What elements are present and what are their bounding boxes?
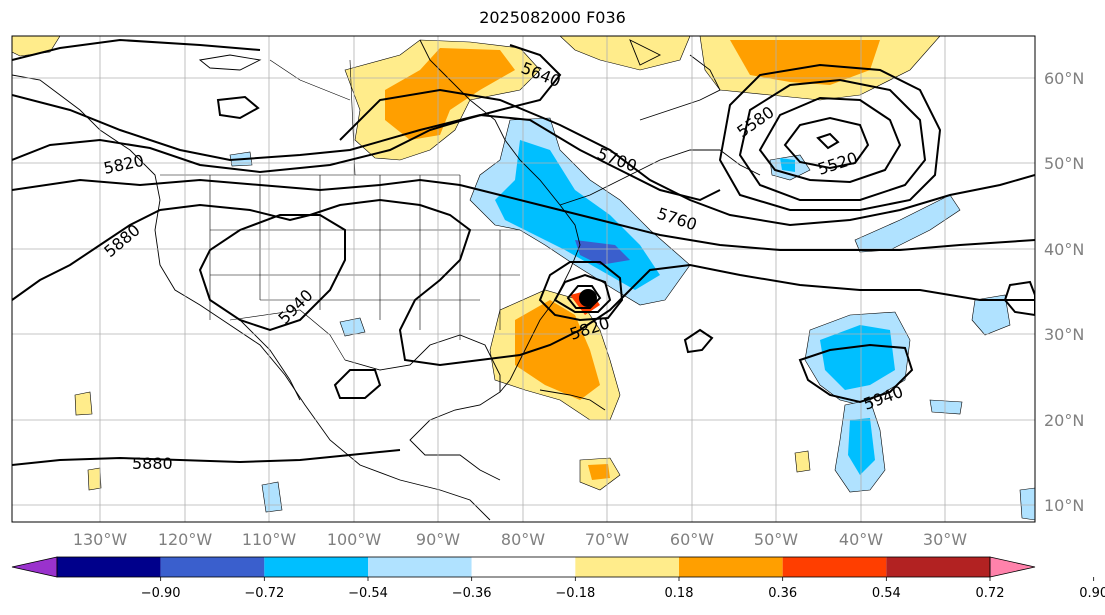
colorbar-segment — [782, 557, 887, 577]
lat-label: 40°N — [1044, 240, 1084, 259]
map-frame — [11, 35, 1036, 523]
lon-label: 90°W — [416, 530, 460, 549]
latitude-labels: 60°N 50°N 40°N 30°N 20°N 10°N — [1044, 69, 1084, 515]
lon-label: 130°W — [73, 530, 128, 549]
lon-label: 50°W — [754, 530, 798, 549]
lat-label: 10°N — [1044, 496, 1084, 515]
colorbar-segment — [471, 557, 576, 577]
coastlines — [12, 39, 761, 521]
map-title: 2025082000 F036 — [479, 8, 626, 27]
lon-label: 100°W — [327, 530, 382, 549]
colorbar-segment — [57, 557, 161, 577]
colorbar-tick-label: 0.90 — [1079, 586, 1105, 601]
lon-label: 60°W — [670, 530, 714, 549]
storm-center-marker — [579, 289, 597, 307]
lon-label: 30°W — [923, 530, 967, 549]
lon-label: 40°W — [839, 530, 883, 549]
lon-label: 110°W — [242, 530, 297, 549]
longitude-labels: 130°W 120°W 110°W 100°W 90°W 80°W 70°W 6… — [73, 530, 967, 549]
lon-label: 120°W — [158, 530, 213, 549]
colorbar-segment — [368, 557, 472, 577]
colorbar-tick-label: −0.90 — [141, 586, 181, 601]
colorbar-tick-label: −0.54 — [348, 586, 388, 601]
colorbar-extend-high — [989, 556, 1036, 578]
colorbar-tick-label: 0.36 — [768, 586, 797, 601]
lon-label: 70°W — [585, 530, 629, 549]
colorbar-segment — [679, 557, 783, 577]
colorbar-tick-label: 0.54 — [872, 586, 901, 601]
height-contours — [12, 38, 1035, 466]
lon-label: 80°W — [501, 530, 545, 549]
colorbar-segment — [886, 557, 990, 577]
graticule — [12, 36, 1035, 522]
lat-label: 30°N — [1044, 325, 1084, 344]
colorbar-tick-label: 0.18 — [665, 586, 694, 601]
lat-label: 50°N — [1044, 154, 1084, 173]
colorbar-tick-label: −0.72 — [244, 586, 284, 601]
colorbar-segment — [575, 557, 679, 577]
colorbar-tick-label: −0.36 — [452, 586, 492, 601]
colorbar-extend-low — [11, 556, 58, 578]
lat-label: 60°N — [1044, 69, 1084, 88]
colorbar-tick-label: 0.72 — [976, 586, 1005, 601]
colorbar-segment — [264, 557, 368, 577]
lat-label: 20°N — [1044, 411, 1084, 430]
colorbar-segment — [160, 557, 265, 577]
colorbar: −0.90 −0.72 −0.54 −0.36 −0.18 0.18 0.36 0.54 0.7… — [11, 556, 1105, 601]
contour-label: 5880 — [132, 454, 173, 473]
colorbar-outline — [56, 556, 991, 578]
colorbar-tick-label: −0.18 — [555, 586, 595, 601]
